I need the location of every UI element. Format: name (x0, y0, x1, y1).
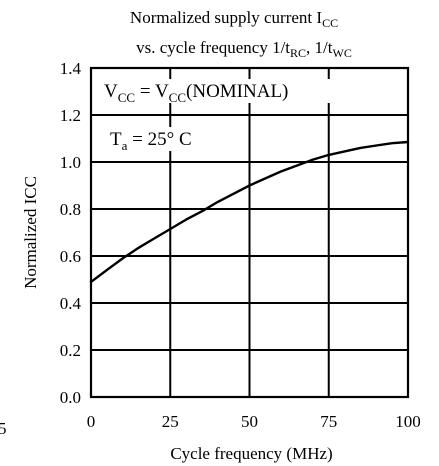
annotation-part: T (110, 129, 122, 150)
annotation-part: = 25° C (127, 129, 191, 150)
series-layer (89, 140, 410, 284)
annotation-subscript: CC (118, 90, 135, 105)
x-axis-label: Cycle frequency (MHz) (170, 444, 332, 463)
annotation-text: VCC = VCC(NOMINAL) (104, 81, 288, 105)
chart-title-line1: Normalized supply current ICC (130, 8, 338, 30)
y-axis-label: Normalized ICC (21, 176, 40, 289)
y-tick-label: 0.0 (60, 388, 81, 407)
y-tick-label: 0.8 (60, 200, 81, 219)
title-subscript: WC (333, 46, 352, 60)
y-tick-label: 0.4 (60, 294, 82, 313)
x-tick-label: 50 (241, 412, 258, 431)
y-tick-label: 0.2 (60, 341, 81, 360)
annotation-part: (NOMINAL) (186, 81, 288, 102)
y-tick-label: 1.0 (60, 153, 81, 172)
x-tick-label: 0 (87, 412, 96, 431)
x-tick-label: 100 (395, 412, 421, 431)
x-tick-label: 75 (320, 412, 337, 431)
annotation-subscript: CC (169, 90, 186, 105)
label-layer: 0 25 50 75 100 0.0 0.2 0.4 0.6 0.8 1.0 1.2 1.4 5 Cycle… (0, 8, 421, 463)
title-subscript: RC (290, 46, 306, 60)
grid-layer (91, 68, 408, 397)
plot-frame (89, 66, 410, 399)
chart-title-line2: vs. cycle frequency 1/tRC, 1/tWC (136, 38, 352, 60)
annotation-background (104, 127, 230, 151)
axes-layer (89, 66, 410, 399)
annotation-part: V (104, 81, 118, 102)
y-tick-label: 0.6 (60, 247, 81, 266)
annotation-subscript: a (122, 138, 128, 153)
title-subscript: CC (322, 16, 338, 30)
y-tick-label: 1.4 (60, 59, 82, 78)
y-tick-label: 1.2 (60, 106, 81, 125)
x-tick-label: 25 (162, 412, 179, 431)
series-line (89, 140, 410, 284)
title-text: Normalized supply current I (130, 8, 322, 27)
annotation-part: = V (135, 81, 169, 102)
edge-fragment: 5 (0, 419, 7, 438)
title-text: , 1/t (306, 38, 333, 57)
annotation-background (98, 79, 364, 103)
title-text: vs. cycle frequency 1/t (136, 38, 290, 57)
annotation-text: Ta = 25° C (110, 129, 192, 153)
